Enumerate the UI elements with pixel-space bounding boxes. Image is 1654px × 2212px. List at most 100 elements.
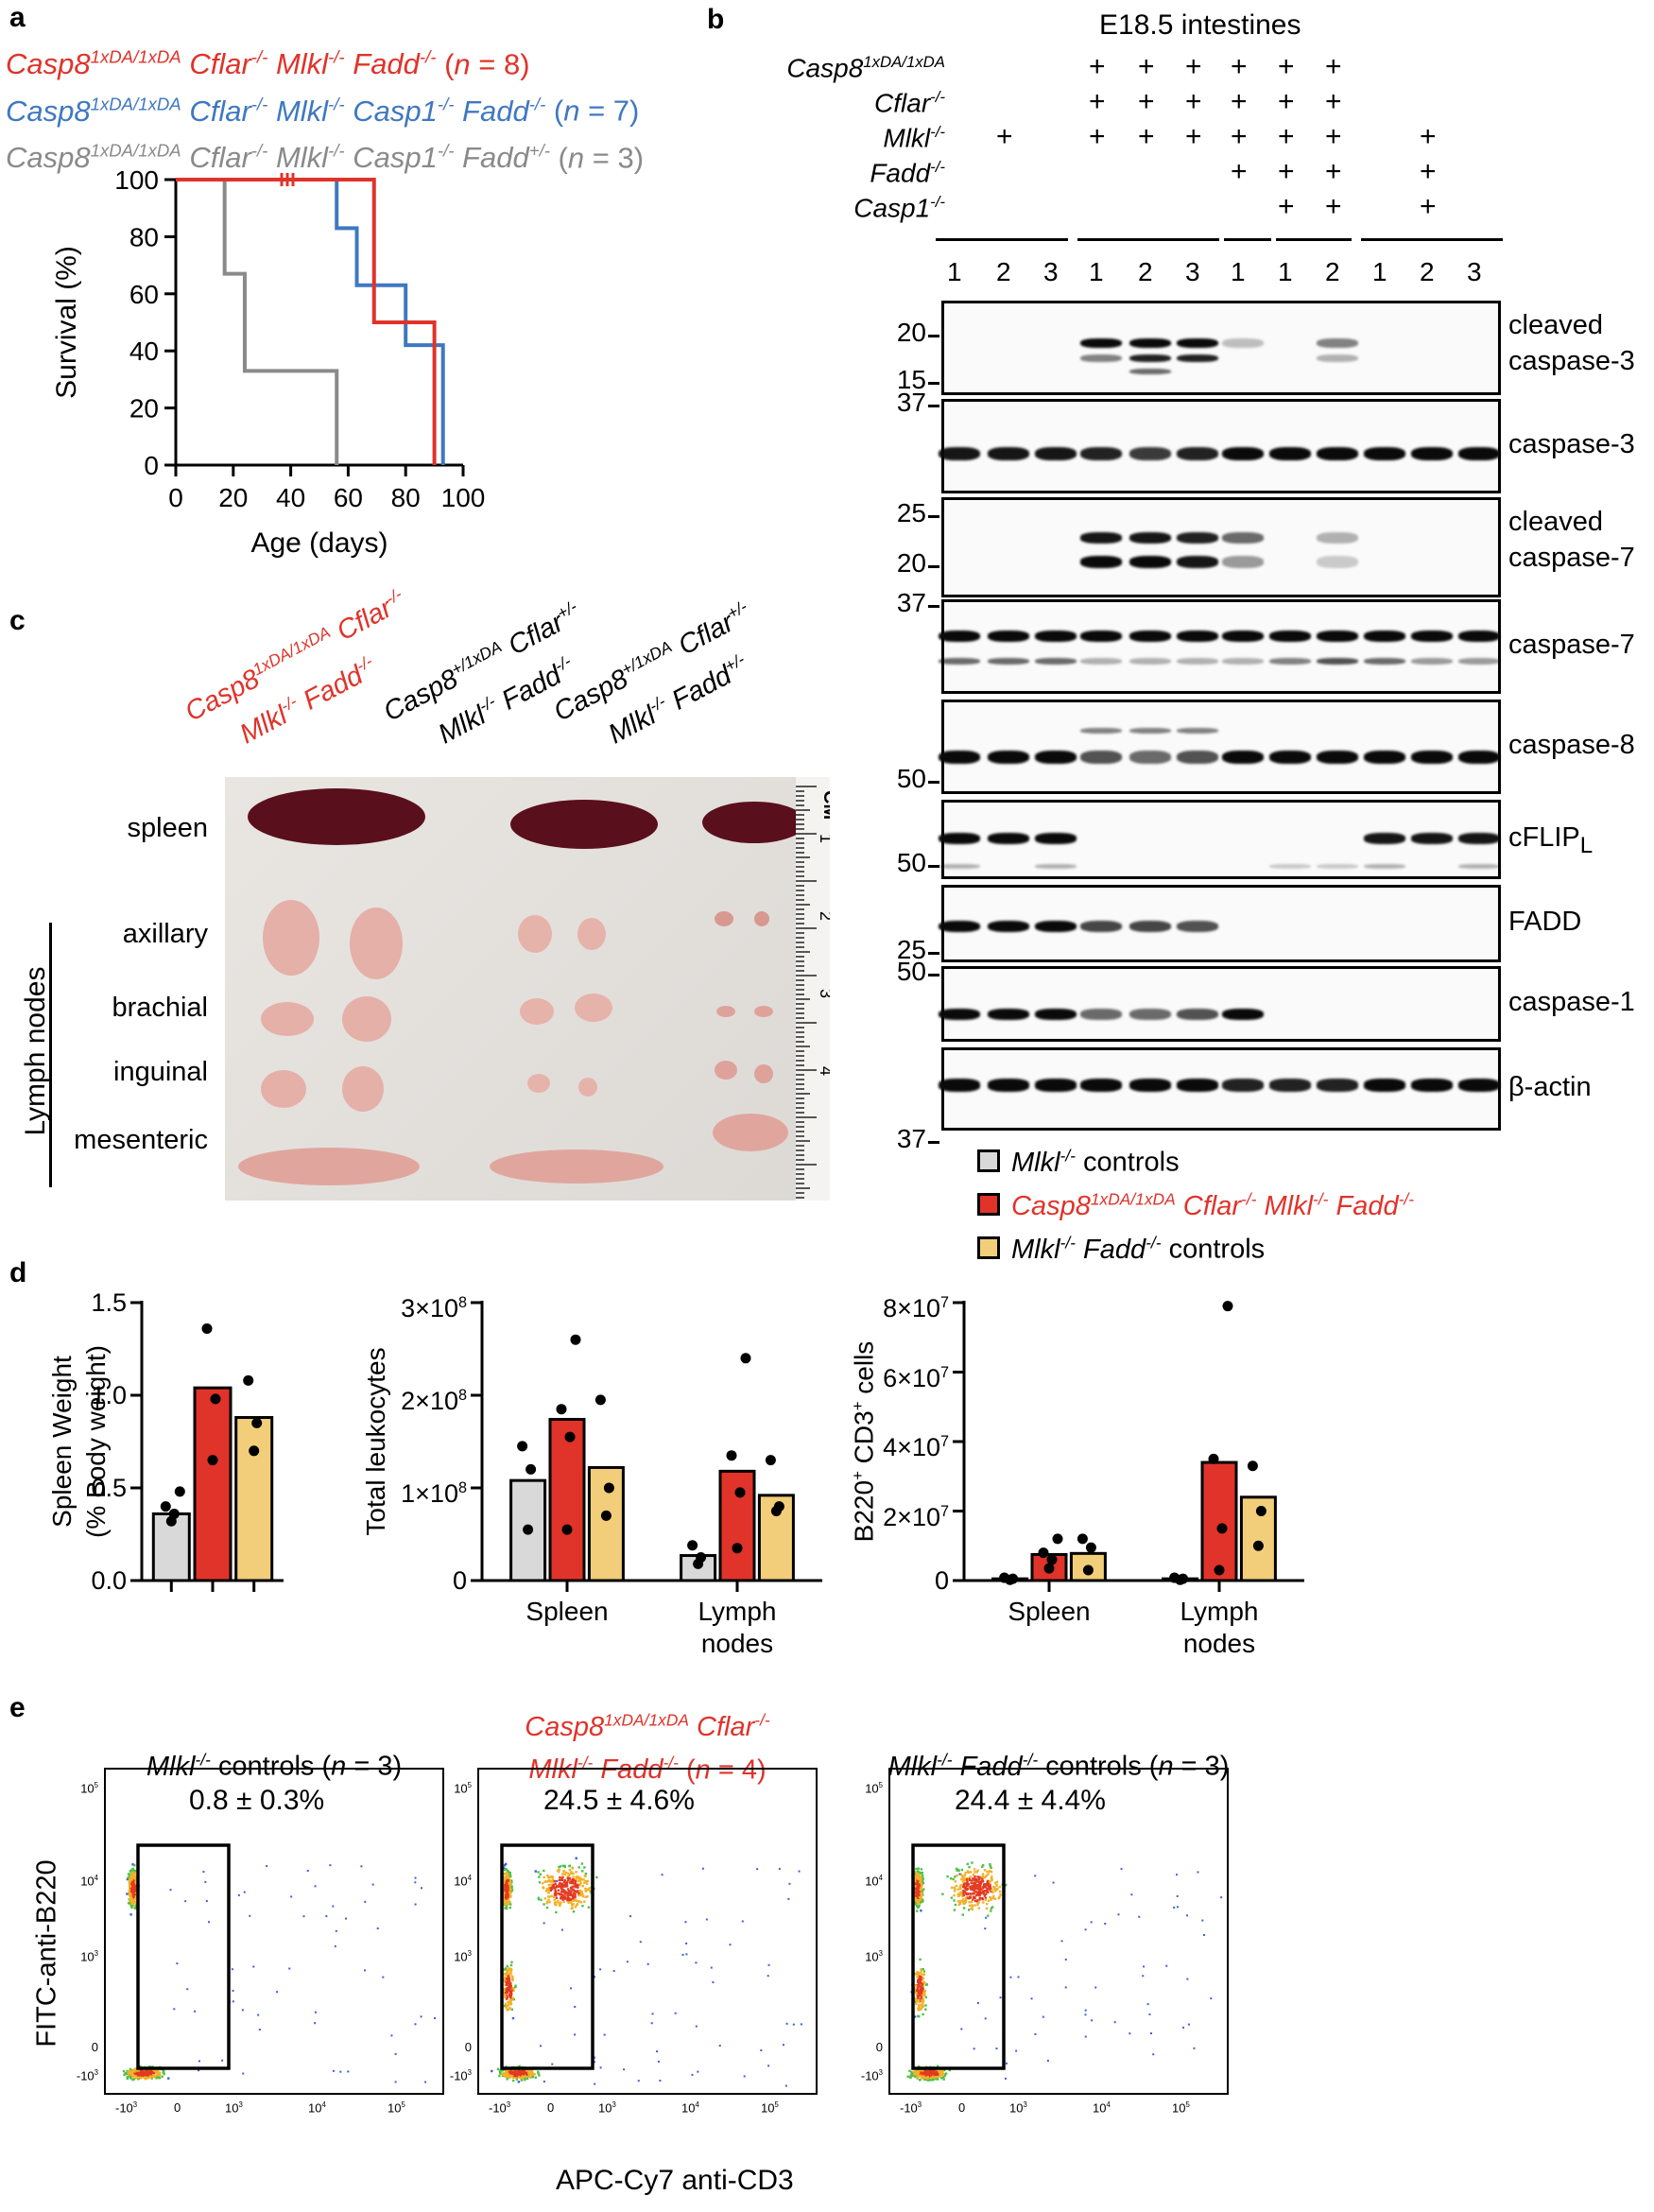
event-dot <box>549 1887 552 1890</box>
photo-column-header: Casp81xDA/1xDA Cflar-/- Mlkl-/- Fadd-/- <box>180 584 405 751</box>
event-dot <box>921 1883 923 1887</box>
event-dot <box>958 1892 961 1894</box>
blot-strip <box>939 399 1501 493</box>
event-dot <box>503 1973 507 1976</box>
y-tick-text: 0.5 <box>91 1474 127 1502</box>
event-dot <box>157 2073 160 2076</box>
legend-label: Mlkl-/- controls <box>1011 1146 1180 1178</box>
event-dot <box>553 1898 556 1902</box>
event-dot <box>1084 2009 1087 2012</box>
event-dot <box>976 1901 979 1904</box>
event-dot <box>911 2072 914 2075</box>
event-dot <box>792 2023 795 2026</box>
event-dot <box>971 1861 973 1864</box>
y-tick-label: 0 <box>453 1566 467 1595</box>
data-point <box>207 1455 218 1466</box>
blot-strip <box>939 599 1501 694</box>
event-dot <box>131 1892 135 1895</box>
event-dot <box>131 2071 134 2074</box>
event-dot <box>514 1985 517 1989</box>
blot-strip <box>941 497 1501 597</box>
event-dot <box>525 2069 528 2072</box>
mw-marker-tick <box>928 515 939 519</box>
event-dot <box>539 2045 542 2048</box>
event-dot <box>543 1897 547 1900</box>
event-dot <box>524 2078 526 2082</box>
event-dot <box>134 1875 138 1879</box>
event-dot <box>505 1897 508 1900</box>
event-dot <box>232 1989 234 1992</box>
event-dot <box>987 1885 990 1888</box>
event-dot <box>992 1885 995 1889</box>
event-dot <box>1220 1896 1223 1899</box>
organ-row-label: mesenteric <box>74 1125 208 1155</box>
blot-band <box>1035 832 1077 844</box>
event-dot <box>1197 1871 1199 1874</box>
event-dot <box>999 1893 1002 1896</box>
event-dot <box>504 1878 507 1882</box>
event-dot <box>516 2071 519 2075</box>
event-dot <box>705 1918 708 1921</box>
event-dot <box>132 1884 135 1888</box>
data-point <box>564 1431 576 1443</box>
event-dot <box>519 2073 522 2077</box>
event-dot <box>954 1880 956 1883</box>
event-dot <box>922 1967 924 1971</box>
x-tick-label: 104 <box>1093 2100 1111 2116</box>
event-dot <box>917 2007 920 2010</box>
event-dot <box>1149 2032 1152 2035</box>
event-dot <box>566 1892 569 1894</box>
mw-marker-tick <box>928 974 939 976</box>
event-dot <box>509 2002 513 2005</box>
event-dot <box>124 2071 127 2075</box>
data-point <box>1216 1523 1228 1534</box>
event-dot <box>972 1898 974 1901</box>
event-dot <box>912 2070 916 2074</box>
event-dot <box>977 1901 980 1904</box>
event-dot <box>524 2077 526 2081</box>
event-dot <box>574 1882 577 1885</box>
event-dot <box>134 1882 138 1886</box>
event-dot <box>508 2074 512 2077</box>
event-dot <box>926 2072 930 2076</box>
event-dot <box>968 1877 972 1880</box>
event-dot <box>953 1890 956 1892</box>
y-tick-label: 104 <box>80 1874 98 1889</box>
event-dot <box>971 1885 974 1888</box>
event-dot <box>518 2065 521 2068</box>
event-dot <box>564 1871 568 1875</box>
event-dot <box>594 2082 596 2085</box>
event-dot <box>129 1895 132 1898</box>
x-group-label: nodes <box>1183 1629 1255 1658</box>
event-dot <box>126 2072 129 2075</box>
event-dot <box>547 1895 550 1898</box>
event-dot <box>919 1976 922 1979</box>
event-dot <box>525 2071 528 2075</box>
lymph-nodes-label: Lymph nodes <box>20 966 51 1136</box>
event-dot <box>130 1900 133 1903</box>
event-dot <box>567 1901 570 1905</box>
event-dot <box>577 1866 580 1869</box>
event-dot <box>981 1875 984 1878</box>
event-dot <box>566 1895 570 1898</box>
event-dot <box>1006 2062 1008 2065</box>
event-dot <box>921 2069 924 2072</box>
event-dot <box>563 1878 566 1882</box>
event-dot <box>984 1896 988 1899</box>
event-dot <box>554 1887 557 1890</box>
event-dot <box>554 1882 557 1886</box>
event-dot <box>914 1990 917 1993</box>
blot-band <box>1035 920 1077 933</box>
event-dot <box>574 1892 577 1896</box>
event-dot <box>918 1904 921 1908</box>
event-dot <box>983 1883 986 1886</box>
event-dot <box>364 1969 367 1972</box>
y-tick-label: 0 <box>91 2040 98 2054</box>
event-dot <box>997 1896 1000 1900</box>
event-dot <box>133 1885 137 1888</box>
event-dot <box>515 2077 519 2080</box>
event-dot <box>932 2073 936 2076</box>
event-dot <box>511 1977 514 1979</box>
event-dot <box>974 1891 977 1893</box>
lane-group-line <box>1224 238 1271 241</box>
